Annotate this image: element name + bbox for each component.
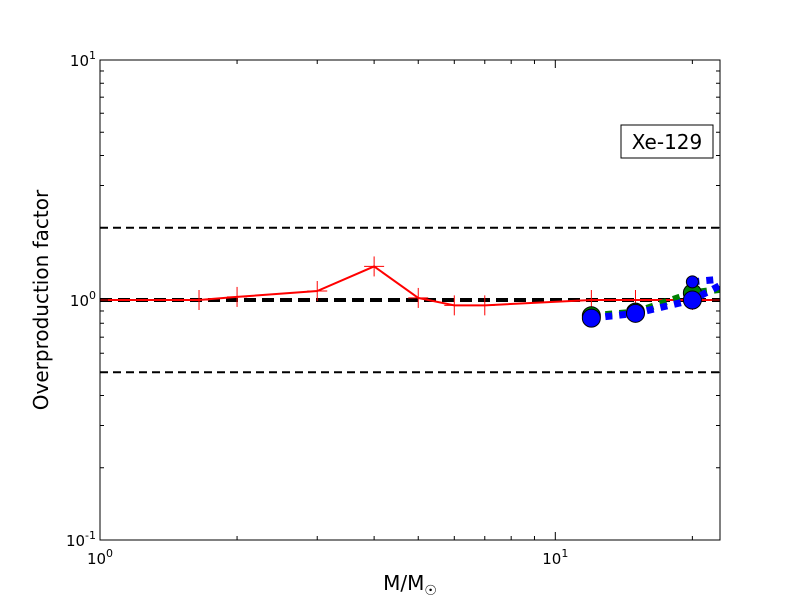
annotation-box: Xe-129 [620, 124, 714, 159]
series-0-point [307, 281, 328, 302]
x-axis-label: M/M☉ [383, 571, 437, 599]
reference-lines [100, 226, 720, 374]
y-tick-label: 10-1 [66, 529, 96, 550]
x-axis-label-main: M/M [383, 571, 424, 595]
series-2-point [682, 290, 702, 310]
series-3-point [730, 272, 742, 284]
x-tick-label: 101 [542, 547, 568, 568]
series-2 [581, 268, 745, 328]
series-2-point [727, 268, 745, 286]
series-0-point [474, 295, 495, 316]
series-3-point [685, 275, 699, 289]
y-tick-label: 100 [70, 289, 96, 310]
series-2-line [590, 281, 720, 322]
x-axis-label-sub: ☉ [424, 583, 437, 599]
series-0-point [444, 295, 465, 316]
annotation-label: Xe-129 [632, 130, 703, 154]
series-0-point [726, 290, 746, 310]
series-0-point [227, 286, 248, 307]
y-axis-label: Overproduction factor [29, 189, 53, 410]
series-3-line [692, 275, 720, 286]
x-tick-label: 100 [87, 547, 113, 568]
series-2-point [581, 308, 601, 328]
series-3 [685, 272, 742, 289]
series-1-point [727, 278, 745, 296]
series-2-point [625, 303, 645, 323]
series-0-point [408, 287, 429, 308]
series-0-point [189, 290, 210, 310]
y-tick-label: 101 [70, 49, 96, 70]
data-series [100, 256, 746, 328]
series-0-point [364, 256, 385, 277]
